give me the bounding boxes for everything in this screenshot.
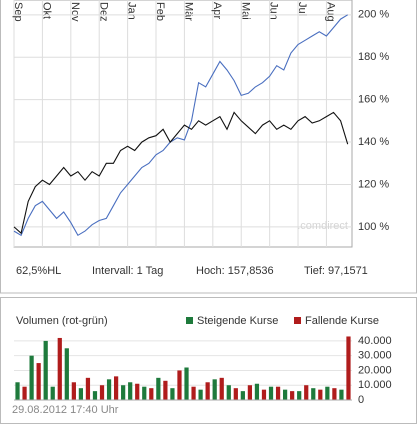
volume-bar bbox=[184, 367, 189, 400]
volume-bar bbox=[198, 389, 203, 400]
watermark: .comdirect bbox=[297, 220, 348, 232]
volume-bar bbox=[275, 386, 281, 400]
legend-label: Fallende Kurse bbox=[305, 315, 379, 327]
volume-bar bbox=[142, 386, 147, 400]
top-frame bbox=[0, 0, 417, 294]
x-tick-label: Okt bbox=[40, 2, 52, 19]
volume-bar bbox=[92, 391, 98, 400]
volume-bar bbox=[346, 336, 351, 400]
volume-bar bbox=[113, 376, 119, 400]
y-tick-label: 10.000 bbox=[358, 379, 392, 391]
volume-title: Volumen (rot-grün) bbox=[16, 315, 108, 327]
x-tick-label: Dez bbox=[97, 2, 109, 22]
y-tick-label: 30.000 bbox=[358, 350, 392, 362]
volume-bar bbox=[233, 388, 238, 400]
x-tick-label: Nov bbox=[69, 2, 81, 22]
volume-bar bbox=[57, 337, 62, 400]
y-tick-label: 140 % bbox=[358, 136, 389, 148]
volume-bar bbox=[318, 389, 323, 400]
volume-bar bbox=[268, 386, 274, 400]
x-tick-label: Sep bbox=[12, 2, 24, 22]
legend-swatch bbox=[294, 317, 301, 324]
volume-bar bbox=[29, 355, 34, 400]
volume-bar bbox=[78, 388, 84, 400]
volume-bar bbox=[106, 379, 112, 400]
volume-bar bbox=[85, 377, 91, 400]
footer-date: 29.08.2012 17:40 Uhr bbox=[12, 404, 119, 416]
volume-bar bbox=[240, 391, 245, 400]
volume-bar bbox=[332, 388, 337, 400]
y-tick-label: 100 % bbox=[358, 221, 389, 233]
volume-bar bbox=[254, 383, 260, 400]
volume-bar bbox=[282, 389, 288, 400]
volume-bar bbox=[212, 379, 217, 400]
y-tick-label: 180 % bbox=[358, 51, 389, 63]
volume-bar bbox=[22, 386, 27, 400]
volume-bar bbox=[226, 385, 231, 400]
volume-bar bbox=[36, 363, 41, 400]
stat: Intervall: 1 Tag bbox=[92, 265, 163, 277]
y-tick-label: 200 % bbox=[358, 9, 389, 21]
volume-bar bbox=[339, 389, 344, 400]
volume-bar bbox=[99, 385, 105, 400]
y-tick-label: 20.000 bbox=[358, 364, 392, 376]
x-tick-label: Jul bbox=[296, 2, 308, 16]
volume-bar bbox=[219, 377, 224, 400]
y-tick-label: 160 % bbox=[358, 94, 389, 106]
x-tick-label: Jun bbox=[268, 2, 280, 20]
volume-bar bbox=[290, 391, 295, 400]
y-tick-label: 40.000 bbox=[358, 335, 392, 347]
volume-bar bbox=[50, 386, 55, 400]
x-tick-label: Aug bbox=[325, 2, 337, 22]
price-line bbox=[13, 111, 349, 235]
volume-bar bbox=[205, 382, 210, 400]
stat: Hoch: 157,8536 bbox=[196, 265, 274, 277]
volume-bar bbox=[121, 385, 126, 400]
volume-bar bbox=[170, 388, 175, 400]
y-tick-label: 120 % bbox=[358, 178, 389, 190]
volume-bar bbox=[128, 382, 133, 400]
plot-area bbox=[13, 0, 353, 248]
volume-bar bbox=[247, 385, 253, 400]
volume-bar bbox=[135, 383, 140, 400]
x-tick-label: Mär bbox=[183, 2, 195, 21]
volume-bar bbox=[177, 370, 182, 400]
volume-bar bbox=[163, 380, 168, 400]
y-tick-label: 0 bbox=[358, 394, 364, 406]
volume-bar bbox=[43, 340, 48, 400]
stat: Tief: 97,1571 bbox=[304, 265, 368, 277]
stat: 62,5%HL bbox=[16, 265, 61, 277]
volume-bar bbox=[325, 386, 330, 400]
volume-bar bbox=[311, 388, 316, 400]
volume-bar bbox=[71, 382, 76, 400]
legend-label: Steigende Kurse bbox=[197, 315, 278, 327]
volume-bar bbox=[156, 377, 161, 400]
volume-bar bbox=[64, 348, 69, 400]
price-line bbox=[13, 14, 348, 237]
x-tick-label: Apr bbox=[211, 2, 223, 19]
volume-bar bbox=[261, 389, 267, 400]
x-tick-label: Jan bbox=[126, 2, 138, 20]
volume-bar bbox=[15, 382, 20, 400]
volume-bar bbox=[297, 391, 302, 400]
volume-bar bbox=[149, 388, 154, 400]
legend-swatch bbox=[186, 317, 193, 324]
x-tick-label: Mai bbox=[239, 2, 251, 20]
volume-bar bbox=[304, 385, 309, 400]
volume-bar bbox=[191, 386, 196, 400]
x-tick-label: Feb bbox=[154, 2, 166, 21]
